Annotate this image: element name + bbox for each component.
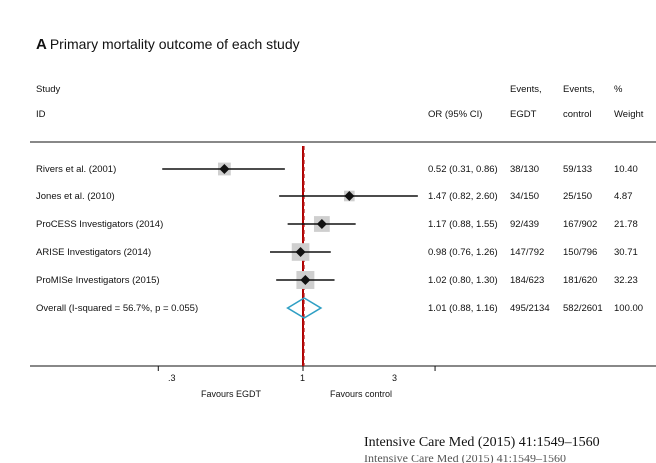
favours-control-label: Favours control [330,389,393,399]
study-events-egdt: 184/623 [510,275,545,286]
x-tick-label: 1 [300,373,306,383]
study-events-control: 181/620 [563,275,598,286]
header-egdt: EGDT [510,109,537,120]
point-estimate-diamond [316,219,327,229]
study-events-control: 59/133 [563,164,593,175]
favours-egdt-label: Favours EGDT [201,389,262,399]
study-events-control: 150/796 [563,247,598,258]
study-weight: 10.40 [614,164,638,175]
header-events-control: Events, [563,84,595,95]
citation: Intensive Care Med (2015) 41:1549–1560 [364,435,600,450]
overall-name: Overall (I-squared = 56.7%, p = 0.055) [36,303,199,314]
study-or: 1.02 (0.80, 1.30) [428,275,498,286]
citation-echo: Intensive Care Med (2015) 41:1549–1560 [364,455,566,463]
overall-weight: 100.00 [614,303,644,314]
study-or: 1.47 (0.82, 2.60) [428,191,498,202]
chart-title: A Primary mortality outcome of each study [36,36,300,53]
point-estimate-diamond [295,247,306,257]
header-events-egdt: Events, [510,84,542,95]
panel-letter: A [36,36,47,53]
study-weight: 4.87 [614,191,633,202]
x-tick-label: .3 [168,373,176,383]
citation-cutoff-line: Intensive Care Med (2015) 41:1549–1560 [364,455,574,463]
study-events-egdt: 38/130 [510,164,540,175]
study-name: Rivers et al. (2001) [36,164,117,175]
x-tick-label: 3 [392,373,398,383]
header-id: ID [36,109,46,120]
study-events-egdt: 34/150 [510,191,540,202]
overall-events-egdt: 495/2134 [510,303,550,314]
point-estimate-diamond [219,164,230,174]
header-control: control [563,109,592,120]
header-study: Study [36,84,61,95]
point-estimate-diamond [344,191,355,201]
overall-or: 1.01 (0.88, 1.16) [428,303,498,314]
study-weight: 32.23 [614,275,638,286]
study-or: 0.52 (0.31, 0.86) [428,164,498,175]
header-or: OR (95% CI) [428,109,483,120]
study-or: 0.98 (0.76, 1.26) [428,247,498,258]
study-or: 1.17 (0.88, 1.55) [428,219,498,230]
header-weight: Weight [614,109,644,120]
study-weight: 21.78 [614,219,638,230]
overall-events-control: 582/2601 [563,303,603,314]
study-name: ARISE Investigators (2014) [36,247,152,258]
study-name: ProCESS Investigators (2014) [36,219,164,230]
study-name: ProMISe Investigators (2015) [36,275,160,286]
study-events-control: 25/150 [563,191,593,202]
study-events-control: 167/902 [563,219,598,230]
study-events-egdt: 147/792 [510,247,545,258]
point-estimate-diamond [300,275,311,285]
overall-diamond [286,297,323,319]
study-events-egdt: 92/439 [510,219,540,230]
header-percent: % [614,84,623,95]
study-name: Jones et al. (2010) [36,191,115,202]
chart-title-text: Primary mortality outcome of each study [49,36,300,52]
study-weight: 30.71 [614,247,638,258]
